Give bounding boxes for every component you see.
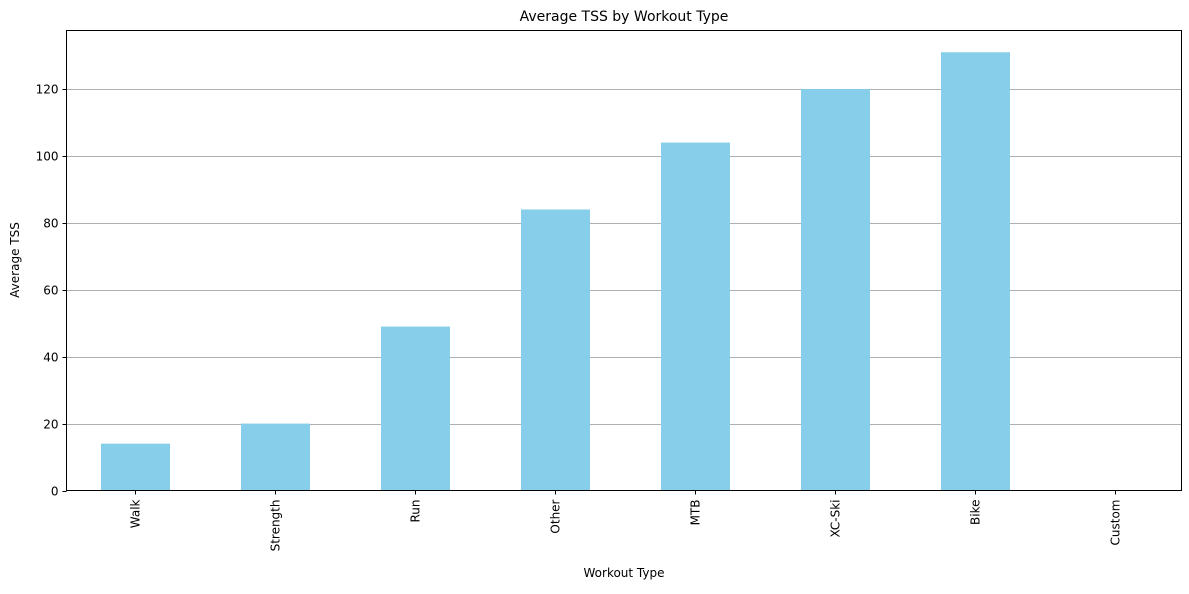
y-tick-label: 100 xyxy=(36,150,59,164)
x-tick-label: Other xyxy=(549,499,563,533)
bar-strength xyxy=(241,423,310,491)
bar-xc-ski xyxy=(801,89,870,491)
y-tick-label: 20 xyxy=(43,418,58,432)
x-tick-label: Bike xyxy=(969,500,983,525)
bar-run xyxy=(381,326,450,491)
x-tick-label: Run xyxy=(409,500,423,523)
chart-title: Average TSS by Workout Type xyxy=(520,9,729,25)
y-tick-label: 60 xyxy=(43,284,58,298)
y-ticks: 0 20 40 60 80 100 120 xyxy=(36,83,67,499)
bar-mtb xyxy=(661,142,730,491)
x-tick-label: Custom xyxy=(1109,500,1123,546)
y-tick-label: 80 xyxy=(43,217,58,231)
x-tick-label: Strength xyxy=(269,500,283,552)
y-tick-label: 40 xyxy=(43,351,58,365)
x-tick-label: XC-Ski xyxy=(829,500,843,538)
bar-walk xyxy=(101,443,170,491)
x-tick-label: MTB xyxy=(689,500,703,526)
x-axis-label: Workout Type xyxy=(584,566,665,580)
x-ticks: Walk Strength Run Other MTB XC-Ski Bike Custom xyxy=(129,490,1123,552)
bars xyxy=(101,52,1010,491)
y-tick-label: 0 xyxy=(51,485,59,499)
plot-frame xyxy=(66,30,1182,491)
gridlines xyxy=(66,89,1182,425)
y-tick-label: 120 xyxy=(36,83,59,97)
y-axis-label: Average TSS xyxy=(8,222,22,298)
bar-bike xyxy=(941,52,1010,491)
bar-other xyxy=(521,209,590,491)
x-tick-label: Walk xyxy=(129,499,143,528)
